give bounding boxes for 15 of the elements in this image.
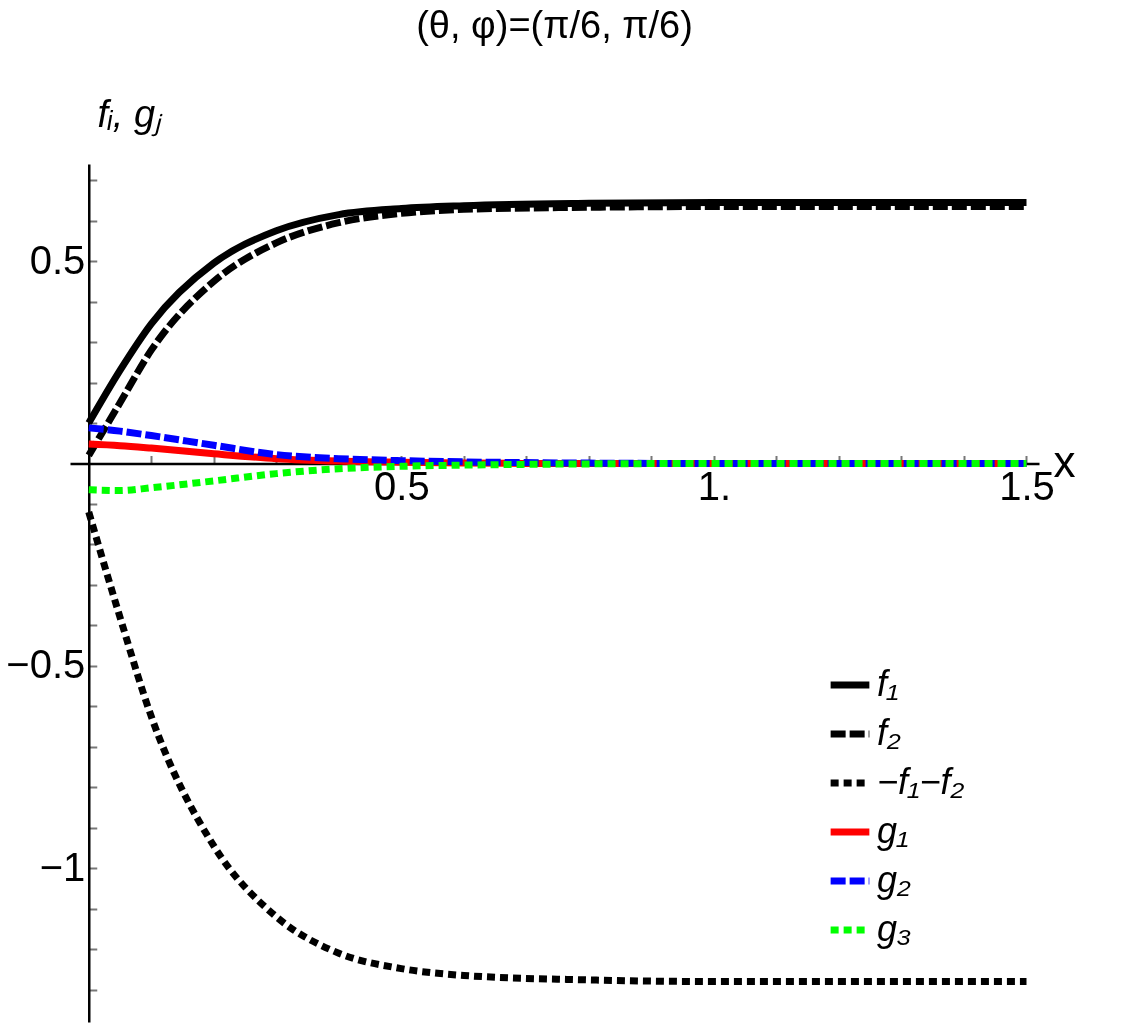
- x-tick-label: 1.: [697, 463, 732, 508]
- y-axis-title: fᵢ, gⱼ: [97, 92, 164, 137]
- legend-label: −f₁−f₂: [877, 761, 965, 802]
- y-tick-label: −1: [39, 844, 86, 889]
- legend-label: g₂: [877, 859, 912, 900]
- legend-label: g₃: [877, 908, 912, 949]
- chart-title: (θ, φ)=(π/6, π/6): [416, 4, 693, 46]
- y-tick-label: 0.5: [29, 237, 86, 282]
- x-tick-label: 0.5: [374, 463, 430, 508]
- legend-label: g₁: [877, 810, 909, 851]
- y-tick-label: −0.5: [6, 642, 86, 687]
- legend-label: f₁: [877, 663, 899, 704]
- x-tick-label: 1.5: [999, 463, 1055, 508]
- legend-label: f₂: [877, 712, 901, 753]
- x-axis-title: x: [1053, 436, 1076, 486]
